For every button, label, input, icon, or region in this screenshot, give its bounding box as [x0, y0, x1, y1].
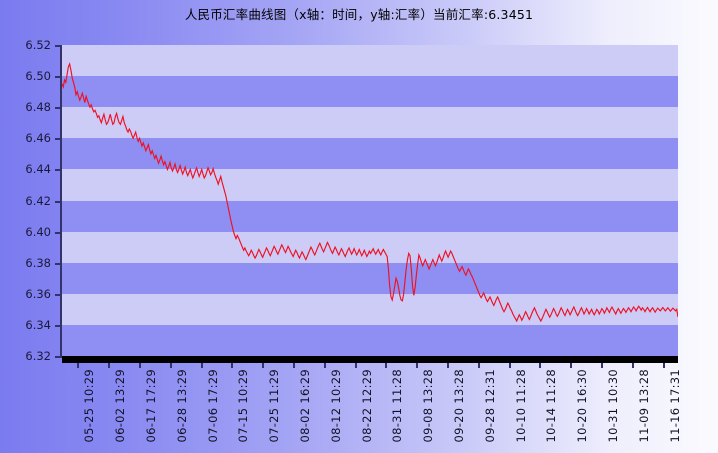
x-axis-tick [262, 363, 265, 368]
y-axis-tick [55, 262, 62, 265]
y-axis-tick [55, 107, 62, 110]
x-axis-label: 10-14 11:28 [544, 369, 559, 443]
grid-band [62, 76, 678, 108]
x-axis-bar [62, 356, 678, 363]
x-axis-tick [385, 363, 388, 368]
y-axis-label: 6.52 [25, 38, 51, 52]
line-chart-svg [62, 45, 678, 356]
y-axis-tick [55, 200, 62, 203]
chart-title: 人民币汇率曲线图（x轴：时间，y轴:汇率）当前汇率:6.3451 [184, 7, 534, 22]
x-axis-label: 06-17 17:29 [144, 369, 158, 443]
grid-band [62, 262, 678, 294]
x-axis-label: 10-31 10:30 [606, 369, 620, 443]
x-axis-tick [539, 363, 542, 368]
grid-band [62, 169, 678, 201]
y-axis-label: 6.34 [25, 317, 51, 332]
grid-band [62, 107, 678, 139]
y-axis-tick [55, 138, 62, 141]
x-axis-tick [447, 363, 449, 368]
y-axis-tick [55, 45, 62, 47]
y-axis-label: 6.44 [25, 162, 51, 177]
x-axis-label: 08-31 11:28 [390, 369, 405, 443]
x-axis-tick [108, 363, 111, 368]
x-axis-tick [508, 363, 511, 368]
grid-band [62, 200, 678, 232]
x-axis-label: 10-10 11:28 [513, 369, 528, 443]
x-axis-label: 07-15 10:29 [236, 369, 251, 443]
y-axis-label: 6.32 [25, 349, 51, 363]
x-axis-tick [601, 363, 603, 368]
y-axis-label: 6.50 [25, 69, 51, 84]
y-axis-tick [55, 169, 62, 172]
y-axis-tick [55, 324, 62, 327]
x-axis-label: 10-20 16:30 [575, 369, 590, 443]
x-axis-label: 09-08 13:28 [421, 369, 436, 443]
y-axis-tick [55, 231, 62, 234]
y-axis-label: 6.38 [25, 255, 51, 270]
x-axis-tick [631, 363, 634, 368]
y-axis-tick [55, 293, 62, 296]
x-axis-label: 09-28 12:31 [482, 369, 497, 443]
x-axis-tick [77, 363, 80, 368]
x-axis-tick [169, 363, 172, 368]
x-axis-label: 08-12 10:29 [328, 369, 343, 443]
y-axis-label: 6.48 [25, 100, 51, 115]
x-axis-label: 09-20 13:28 [452, 369, 466, 443]
x-axis-label: 05-25 10:29 [82, 369, 97, 443]
x-axis-tick [293, 363, 295, 368]
x-axis-tick [477, 363, 480, 368]
x-axis-label: 11-09 13:28 [636, 369, 651, 443]
y-axis-label: 6.46 [25, 131, 51, 146]
x-axis-label: 07-25 11:29 [267, 369, 282, 443]
y-axis-label: 6.42 [25, 193, 51, 208]
x-axis-tick [323, 363, 326, 368]
exchange-rate-line [62, 64, 678, 321]
x-axis-tick [354, 363, 357, 368]
x-axis-label: 08-02 16:29 [298, 369, 312, 443]
x-axis-label: 06-02 13:29 [113, 369, 128, 443]
plot-wrapper: 6.52 6.50 6.48 6.46 6.44 6.42 6.40 6.38 6.36 6.34… [25, 38, 678, 363]
x-axis-tick [200, 363, 203, 368]
y-axis-label: 6.40 [25, 224, 51, 239]
grid-band [62, 324, 678, 356]
x-axis-label: 08-22 12:29 [359, 369, 374, 443]
x-axis-tick [231, 363, 234, 368]
plot-area [62, 45, 678, 356]
y-axis-label: 6.36 [25, 286, 51, 301]
x-axis-tick [416, 363, 419, 368]
x-axis-label: 06-28 13:29 [174, 369, 189, 443]
y-axis-tick [55, 76, 62, 79]
x-axis-label: 11-16 17:31 [667, 369, 682, 443]
grid-band [62, 138, 678, 170]
x-axis-tick [662, 363, 665, 368]
grid-band [62, 45, 678, 77]
x-axis-tick [570, 363, 573, 368]
x-axis-label: 07-06 17:29 [205, 369, 220, 443]
grid-band [62, 231, 678, 263]
x-axis-tick [139, 363, 141, 368]
y-axis-tick [55, 356, 62, 358]
